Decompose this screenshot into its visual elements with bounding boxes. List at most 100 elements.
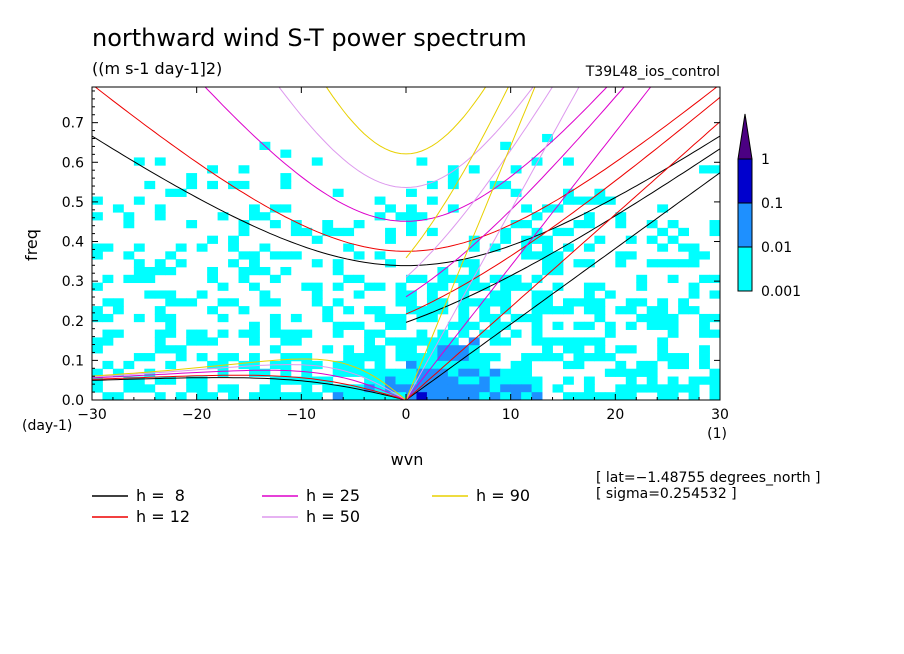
y-tick-label: 0.5	[62, 195, 84, 211]
spectrum-cell	[332, 368, 344, 377]
spectrum-cell	[458, 259, 470, 268]
spectrum-cell	[280, 251, 292, 260]
spectrum-cell	[646, 259, 658, 268]
spectrum-cell	[416, 329, 428, 338]
spectrum-cell	[489, 337, 501, 346]
spectrum-cell	[594, 306, 606, 315]
spectrum-cell	[563, 298, 574, 307]
spectrum-cell	[112, 368, 124, 377]
spectrum-cell	[458, 282, 470, 291]
spectrum-cell	[552, 353, 564, 362]
spectrum-cell	[416, 368, 428, 377]
spectrum-cell	[426, 345, 438, 354]
spectrum-cell	[290, 227, 302, 237]
spectrum-cell	[406, 290, 417, 299]
spectrum-cell	[468, 266, 480, 276]
spectrum-cell	[458, 384, 470, 393]
spectrum-cell	[228, 235, 239, 244]
spectrum-cell	[531, 337, 543, 346]
spectrum-cell	[416, 376, 428, 385]
spectrum-cell	[259, 392, 271, 400]
spectrum-cell	[154, 266, 166, 276]
spectrum-cell	[343, 392, 355, 400]
spectrum-cell	[437, 298, 449, 307]
spectrum-cell	[322, 227, 334, 237]
spectrum-cell	[290, 313, 302, 323]
spectrum-cell	[249, 212, 260, 221]
spectrum-cell	[102, 298, 114, 307]
spectrum-cell	[406, 345, 417, 354]
spectrum-cell	[573, 337, 585, 346]
spectrum-cell	[426, 392, 438, 400]
spectrum-cell	[228, 243, 239, 252]
spectrum-cell	[406, 368, 417, 377]
spectrum-cell	[573, 360, 585, 370]
spectrum-cell	[604, 392, 616, 400]
spectrum-cell	[625, 392, 637, 400]
spectrum-cell	[332, 266, 344, 276]
spectrum-cell	[228, 259, 239, 268]
spectrum-cell	[573, 220, 585, 229]
spectrum-cell	[489, 376, 501, 385]
spectrum-cell	[667, 220, 679, 229]
dispersion-curve	[94, 87, 718, 252]
spectrum-cell	[500, 227, 512, 237]
spectrum-cell	[688, 259, 700, 268]
spectrum-cell	[479, 282, 491, 291]
spectrum-cell	[175, 392, 187, 400]
spectrum-cell	[92, 313, 103, 323]
spectrum-cell	[102, 392, 114, 400]
spectrum-cell	[657, 337, 669, 346]
spectrum-cell	[573, 259, 585, 268]
spectrum-cell	[500, 376, 512, 385]
spectrum-cell	[322, 384, 334, 393]
spectrum-cell	[688, 392, 700, 400]
spectrum-cell	[332, 259, 344, 268]
spectrum-cell	[709, 227, 720, 237]
spectrum-cell	[583, 384, 595, 393]
dispersion-curve	[204, 87, 608, 222]
spectrum-cell	[657, 321, 669, 330]
spectrum-cell	[416, 212, 428, 221]
spectrum-cell	[92, 337, 103, 346]
colorbar: 0.001 0.01 0.1 1	[737, 113, 801, 300]
spectrum-cell	[343, 274, 355, 284]
spectrum-cell	[259, 243, 271, 252]
spectrum-cell	[699, 251, 710, 260]
spectrum-cell	[709, 220, 720, 229]
spectrum-cell	[625, 235, 637, 244]
spectrum-cell	[699, 321, 710, 330]
spectrum-cell	[552, 321, 564, 330]
spectrum-cell	[667, 329, 679, 338]
spectrum-cell	[646, 321, 658, 330]
spectrum-cell	[165, 376, 177, 385]
spectrum-cell	[217, 353, 229, 362]
legend-label: h = 8	[136, 486, 185, 505]
spectrum-cell	[678, 306, 689, 315]
spectrum-cell	[657, 259, 669, 268]
spectrum-cell	[510, 165, 522, 174]
y-tick-label: 0.2	[62, 314, 84, 330]
spectrum-cell	[154, 313, 166, 323]
spectrum-cell	[385, 384, 396, 393]
spectrum-cell	[426, 290, 438, 299]
spectrum-cell	[395, 282, 407, 291]
spectrum-cell	[636, 298, 648, 307]
spectrum-cell	[92, 282, 103, 291]
spectrum-cell	[154, 290, 166, 299]
spectrum-cell	[583, 259, 595, 268]
spectrum-cell	[678, 360, 689, 370]
spectrum-cell	[531, 274, 543, 284]
dispersion-curve	[92, 377, 407, 400]
spectrum-cell	[563, 376, 574, 385]
spectrum-cell	[542, 204, 553, 213]
colorbar-segment	[737, 246, 753, 292]
spectrum-cell	[667, 235, 679, 244]
spectrum-cell	[552, 266, 564, 276]
spectrum-cell	[364, 345, 375, 354]
dispersion-curve	[405, 148, 720, 323]
spectrum-cell	[583, 298, 595, 307]
spectrum-cell	[426, 368, 438, 377]
spectrum-cell	[311, 282, 323, 291]
spectrum-cell	[615, 259, 627, 268]
